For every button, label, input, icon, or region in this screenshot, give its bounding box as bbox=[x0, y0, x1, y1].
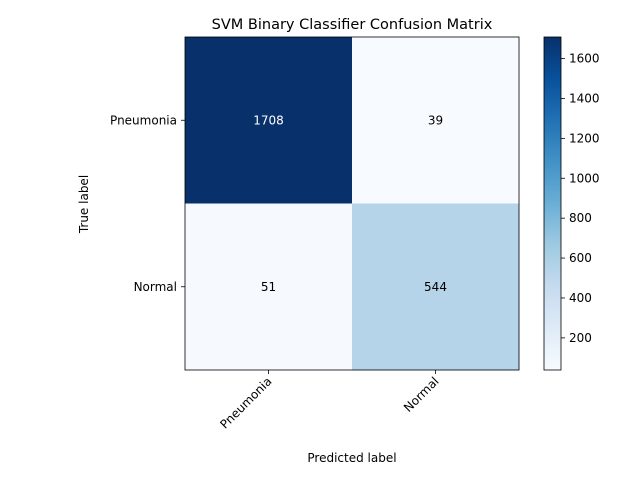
cell-value-label: 544 bbox=[424, 280, 447, 294]
chart-title: SVM Binary Classifier Confusion Matrix bbox=[212, 17, 493, 33]
y-axis-ticks: Pneumonia Normal bbox=[110, 113, 185, 294]
colorbar-tick-label: 600 bbox=[569, 251, 592, 265]
heatmap-cell bbox=[185, 37, 353, 204]
plot-frame bbox=[184, 36, 520, 371]
colorbar-ticks: 200 400 600 800 1000 1200 1400 1600 bbox=[561, 52, 600, 345]
cell-value-label: 39 bbox=[428, 113, 443, 127]
heatmap-cell bbox=[352, 203, 520, 371]
heatmap-cell bbox=[352, 37, 520, 204]
colorbar-tick-label: 200 bbox=[569, 331, 592, 345]
colorbar-tick-label: 400 bbox=[569, 291, 592, 305]
x-tick-label: Pneumonia bbox=[217, 374, 274, 431]
y-axis-label: True label bbox=[77, 175, 91, 234]
y-tick-label: Normal bbox=[134, 280, 177, 294]
x-axis-label: Predicted label bbox=[307, 451, 396, 465]
x-tick-label: Normal bbox=[401, 374, 442, 415]
colorbar bbox=[543, 36, 562, 371]
heatmap-cell bbox=[185, 203, 353, 371]
heatmap-cells bbox=[185, 37, 520, 371]
colorbar-tick-label: 800 bbox=[569, 211, 592, 225]
colorbar-tick-label: 1400 bbox=[569, 91, 600, 105]
colorbar-tick-label: 1600 bbox=[569, 52, 600, 66]
heatmap-cell-labels: 1708 39 51 544 bbox=[253, 113, 447, 294]
colorbar-tick-label: 1200 bbox=[569, 131, 600, 145]
cell-value-label: 1708 bbox=[253, 113, 284, 127]
colorbar-tick-label: 1000 bbox=[569, 171, 600, 185]
cell-value-label: 51 bbox=[261, 280, 276, 294]
y-tick-label: Pneumonia bbox=[110, 113, 177, 127]
x-axis-ticks: Pneumonia Normal bbox=[217, 370, 442, 431]
